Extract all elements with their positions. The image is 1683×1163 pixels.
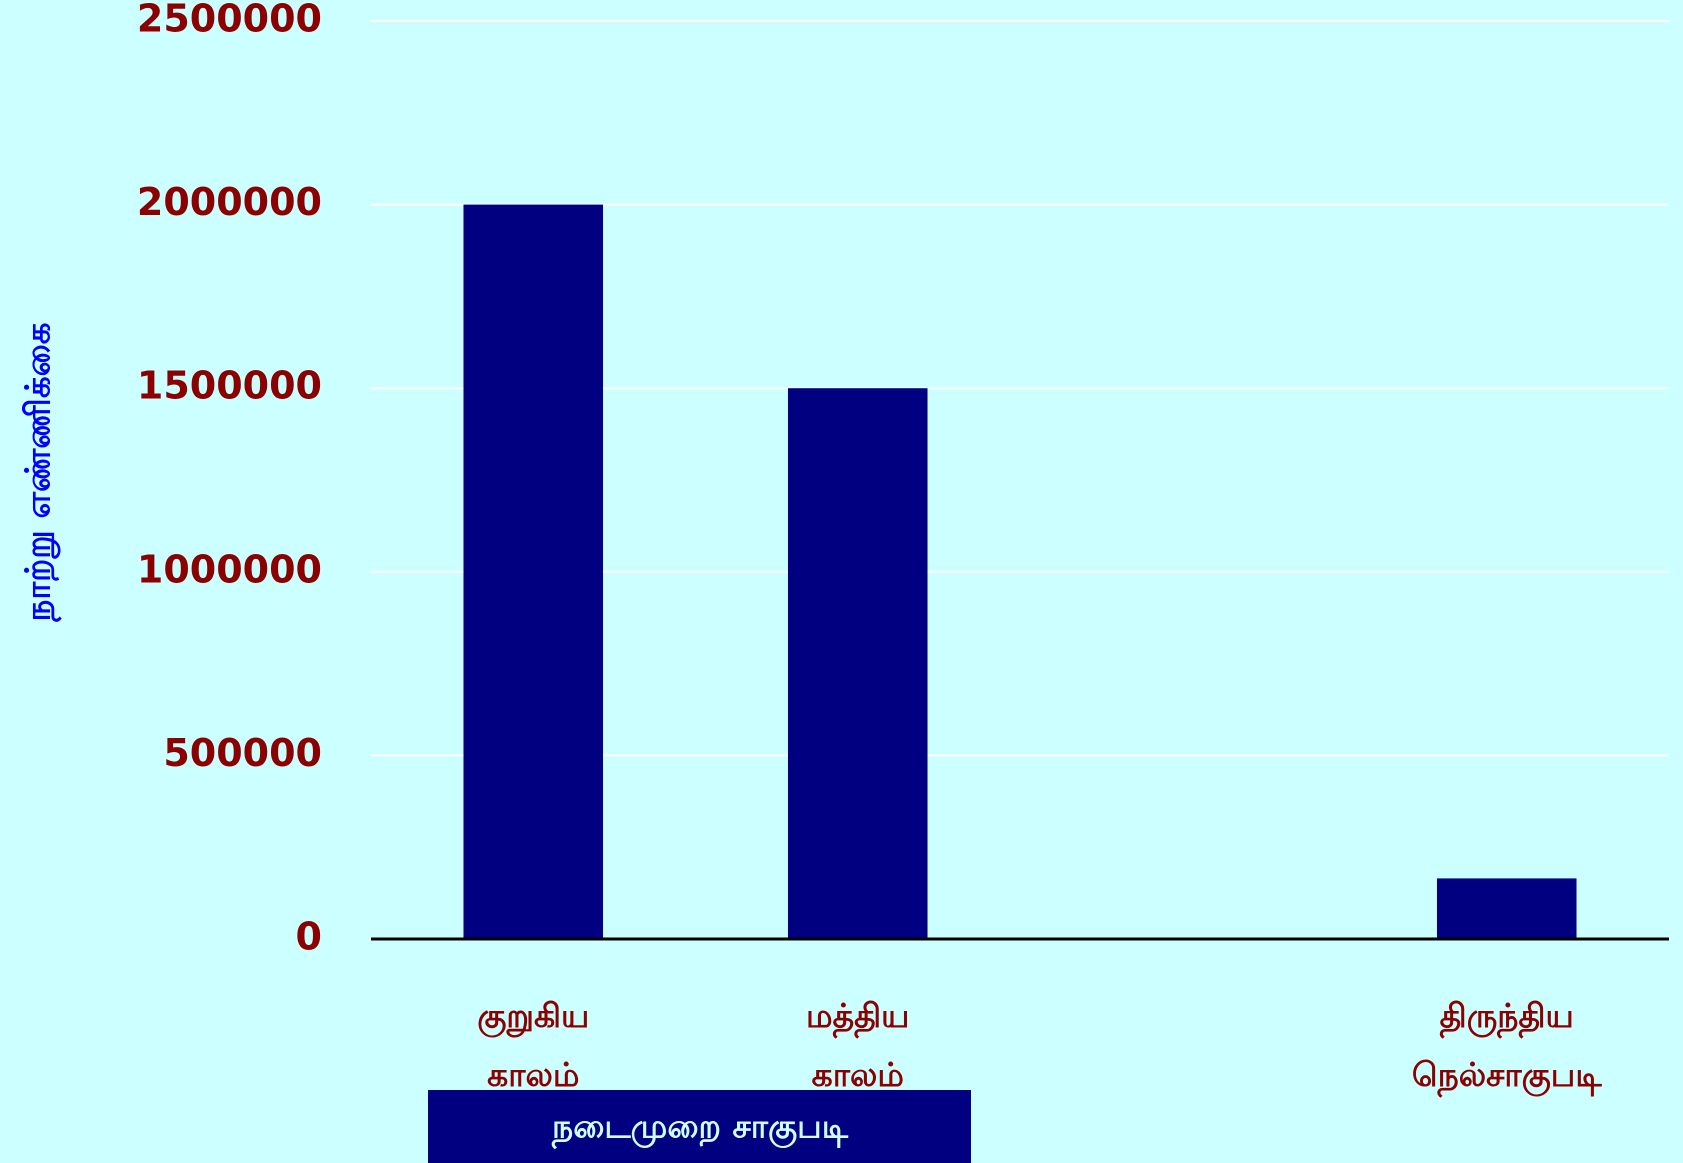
annotation: நடைமுறை சாகுபடி xyxy=(551,1107,849,1150)
x-tick-label: மத்திய காலம் xyxy=(806,996,909,1094)
y-axis-label: நாற்று எண்ணிக்கை xyxy=(19,322,62,622)
x-tick-label: திருந்திய நெல்சாகுபடி xyxy=(1412,996,1602,1098)
x-tick-label: குறுகிய காலம் xyxy=(477,996,589,1094)
y-tick-label: 1000000 xyxy=(137,547,322,591)
bar xyxy=(787,388,928,939)
annotation-box xyxy=(428,1090,971,1163)
y-tick-label: 2500000 xyxy=(137,0,322,41)
bar xyxy=(463,204,604,940)
y-tick-label: 0 xyxy=(296,915,322,959)
y-tick-label: 500000 xyxy=(163,731,322,775)
y-tick-label: 1500000 xyxy=(137,364,322,408)
bar xyxy=(1436,878,1577,939)
y-tick-label: 2000000 xyxy=(137,180,322,224)
